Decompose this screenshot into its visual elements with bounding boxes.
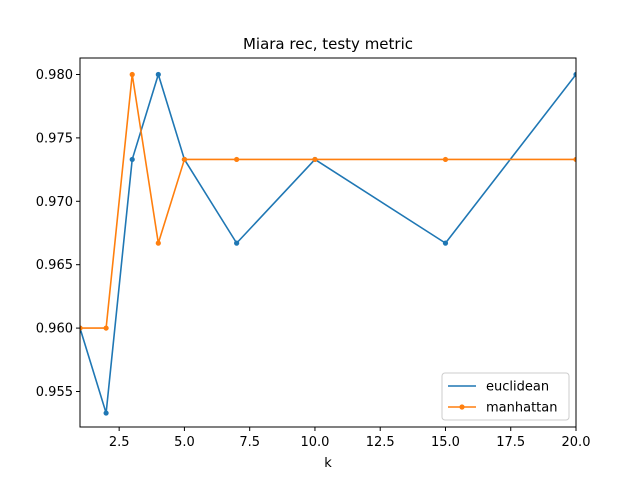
data-point-manhattan [155,240,161,246]
x-axis-label: k [324,456,332,471]
plot-frame [79,57,577,428]
data-point-manhattan [181,156,188,163]
y-tick-label: 0.955 [36,385,73,400]
x-axis: 2.5 5.0 7.5 10.0 12.5 15.0 17.5 20.0 [109,427,591,450]
chart-title: Miara rec, testy metric [243,35,413,53]
data-point-manhattan [129,71,135,78]
data-point-euclidean [442,240,449,246]
data-point-manhattan [234,156,240,163]
x-tick-label: 17.5 [496,435,525,450]
x-tick-label: 20.0 [562,435,591,450]
legend-marker-manhattan [459,404,465,410]
legend-box [441,372,570,421]
data-point-manhattan [442,156,449,163]
data-point-manhattan [103,325,109,331]
data-point-euclidean [234,240,240,246]
data-point-euclidean [573,71,576,78]
y-tick-label: 0.960 [36,322,73,337]
legend-label-euclidean: euclidean [486,380,549,395]
legend-label-manhattan: manhattan [486,401,557,416]
data-point-euclidean [155,71,161,78]
x-tick-label: 2.5 [109,435,130,450]
x-tick-label: 5.0 [174,435,195,450]
y-tick-label: 0.970 [36,195,73,210]
data-point-euclidean [103,410,109,416]
y-tick-label: 0.975 [36,131,73,146]
y-axis: 0.955 0.960 0.965 0.970 0.975 0.980 [36,68,80,400]
x-tick-label: 7.5 [239,435,260,450]
legend: euclidean manhattan [441,372,570,421]
data-point-manhattan [573,156,576,163]
x-tick-label: 12.5 [366,435,395,450]
x-tick-label: 15.0 [431,435,460,450]
series-layer [80,71,576,416]
data-point-euclidean [129,156,135,163]
data-point-manhattan [80,325,83,331]
y-tick-label: 0.980 [36,68,73,83]
data-point-manhattan [312,156,318,163]
x-tick-label: 10.0 [300,435,329,450]
y-tick-label: 0.965 [36,258,73,273]
